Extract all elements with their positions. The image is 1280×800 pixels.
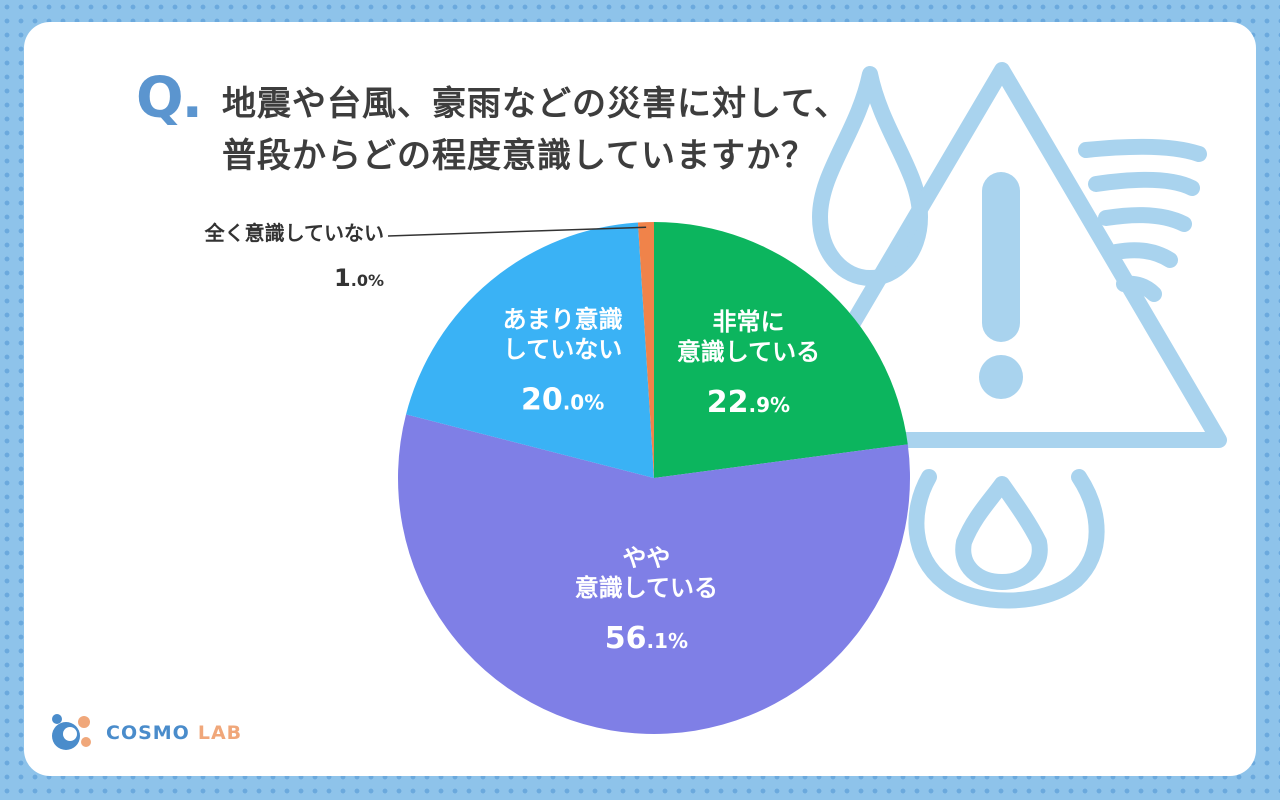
card: Q. 地震や台風、豪雨などの災害に対して、 普段からどの程度意識していますか？ …	[24, 22, 1256, 776]
callout-line-3	[387, 226, 647, 237]
logo: COSMO LAB	[48, 712, 242, 754]
tornado-icon	[1078, 138, 1207, 302]
pie-slice-3	[637, 222, 654, 478]
slice-label-line: あまり意識	[503, 306, 623, 334]
slice-label-line: 全く意識していない	[204, 221, 384, 245]
slice-label-line: 意識している	[677, 338, 820, 366]
pie-slice-2	[406, 222, 654, 478]
question-line-1: 地震や台風、豪雨などの災害に対して、	[222, 84, 850, 124]
slice-label-line: していない	[503, 336, 622, 364]
warning-triangle-icon	[776, 62, 1227, 448]
slice-value-label: 20.0%	[521, 383, 604, 418]
water-drop-icon	[812, 66, 928, 286]
slice-label-line: 非常に	[712, 308, 784, 336]
slice-label-line: 意識している	[575, 574, 718, 602]
pie-slice-1	[398, 414, 911, 734]
slice-value-label: 1.0%	[334, 264, 384, 292]
question-mark-label: Q.	[136, 66, 203, 131]
pie-chart: 非常に意識している22.9%やや意識している56.1%あまり意識していない20.…	[204, 221, 911, 734]
logo-cosmo-text: COSMO	[106, 722, 190, 744]
logo-lab-text: LAB	[197, 722, 243, 744]
question-line-2: 普段からどの程度意識していますか？	[222, 136, 816, 176]
exclamation-icon	[979, 172, 1023, 399]
slice-value-label: 56.1%	[605, 621, 688, 656]
pie-slice-0	[654, 222, 908, 478]
question-title: 地震や台風、豪雨などの災害に対して、 普段からどの程度意識していますか？	[222, 78, 849, 182]
disaster-warning-illustration	[776, 62, 1227, 609]
cosmo-lab-logo-icon	[52, 714, 91, 750]
slice-label-3: 全く意識していない 1.0%	[204, 221, 384, 292]
slice-label-line: やや	[622, 544, 670, 572]
flame-icon	[908, 469, 1105, 609]
slice-value-label: 22.9%	[707, 385, 790, 420]
